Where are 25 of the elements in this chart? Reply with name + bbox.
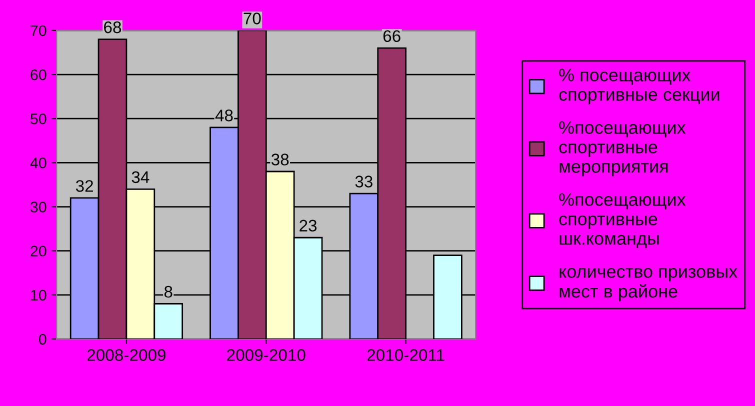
y-tick-label: 60 [30, 69, 46, 80]
legend-label: количество призовых мест в районе [560, 268, 738, 302]
data-label: 70 [244, 12, 261, 24]
y-tick-label: 30 [30, 202, 46, 212]
data-label: 32 [76, 180, 93, 192]
data-label: 33 [355, 176, 372, 188]
y-tick-label: 20 [30, 246, 46, 257]
legend-label: %посещающих спортивные шк.команды [559, 193, 686, 248]
y-tick-label: 70 [30, 25, 46, 36]
legend-label: %посещающих спортивные мероприятия [559, 121, 686, 176]
data-label: 23 [300, 220, 317, 232]
data-label: 8 [164, 286, 172, 298]
data-label: 68 [104, 21, 122, 34]
y-tick-label: 0 [39, 334, 46, 345]
data-label: 38 [271, 154, 289, 166]
x-tick-label: 2009-2010 [227, 349, 306, 361]
y-tick-label: 40 [30, 158, 46, 168]
x-tick-label: 2008-2009 [87, 349, 166, 361]
data-label: 66 [383, 30, 400, 42]
y-tick-label: 50 [30, 113, 46, 124]
x-tick-label: 2010-2011 [367, 349, 444, 361]
legend-label: % посещающих спортивные секции [559, 68, 720, 104]
y-tick-label: 10 [31, 290, 46, 301]
data-label: 48 [215, 110, 233, 122]
data-label: 34 [132, 171, 150, 184]
